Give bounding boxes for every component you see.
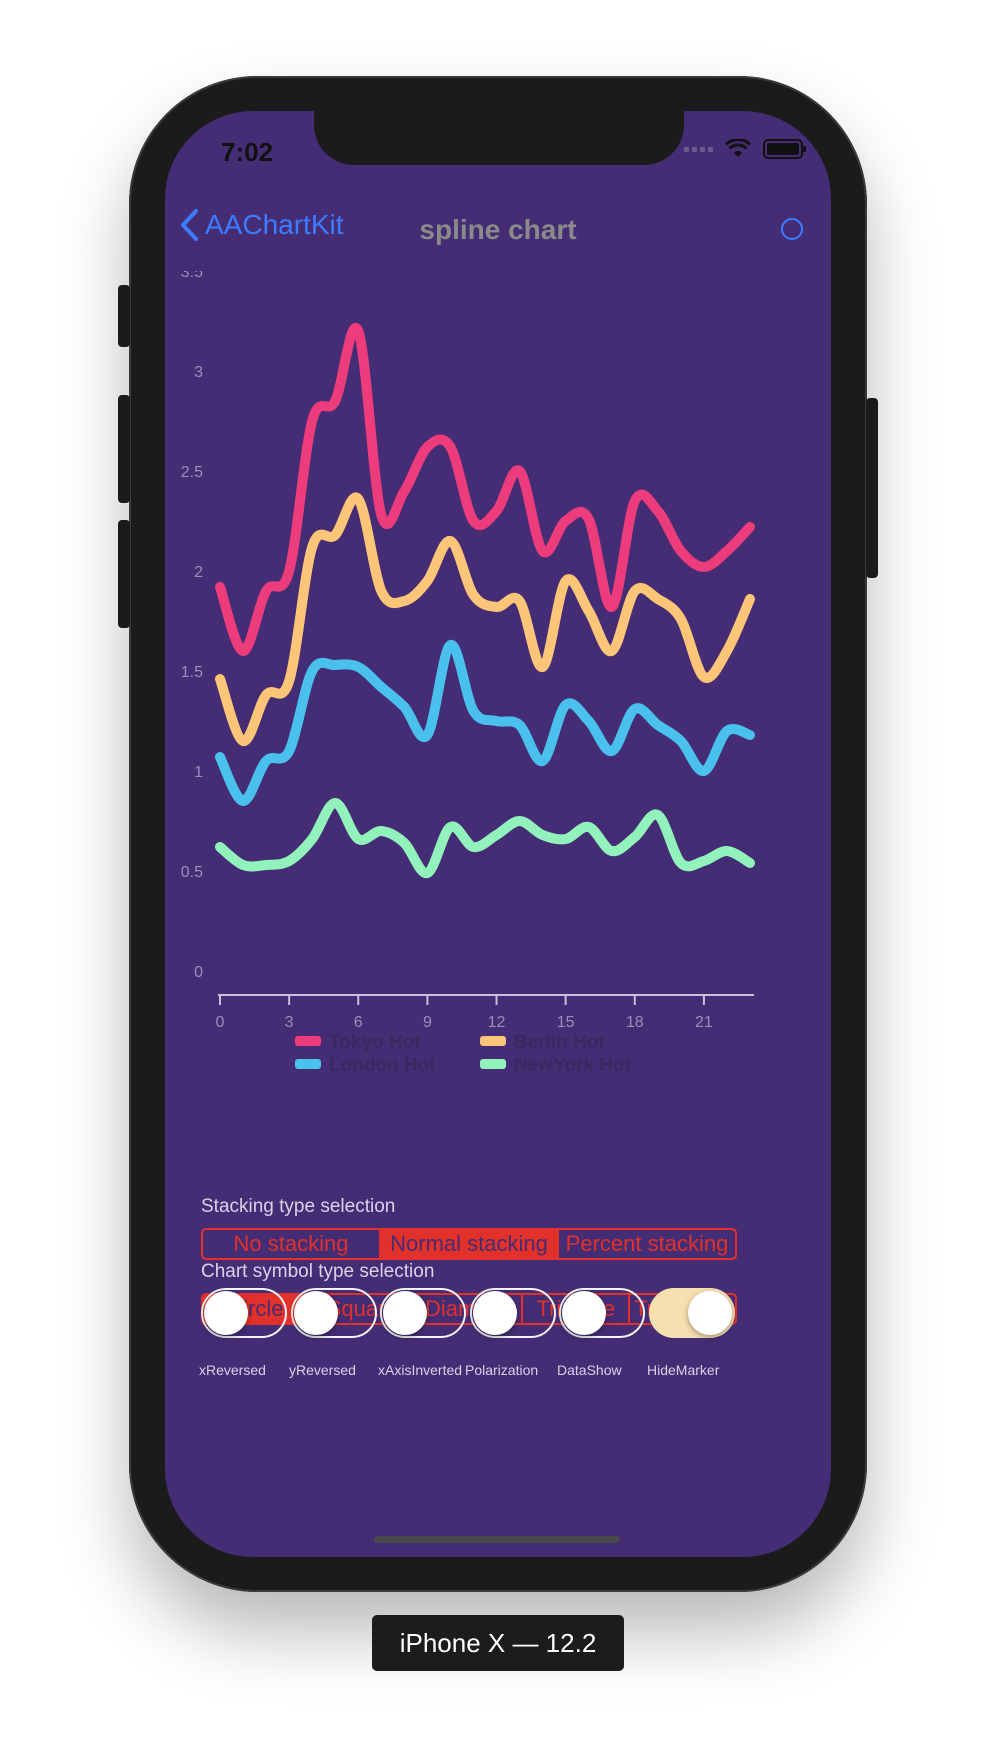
back-button-label: AAChartKit: [205, 209, 344, 240]
home-indicator: [374, 1536, 620, 1543]
x-axis-tick-label: 21: [695, 1014, 713, 1031]
wifi-icon: [725, 139, 751, 157]
x-axis-tick-label: 6: [354, 1014, 363, 1031]
app-screen: 7:02 AAChartKit spline chart 0 0.5 1 1.5 2 2.…: [165, 111, 831, 1557]
device-volume-up: [118, 395, 130, 503]
toggle-switch[interactable]: [380, 1288, 466, 1338]
device-power-button: [866, 398, 878, 578]
x-axis-tick-label: 18: [626, 1014, 644, 1031]
legend-swatch: [295, 1059, 321, 1069]
x-axis-tick-label: 9: [423, 1014, 432, 1031]
toggle-label: xReversed: [199, 1362, 266, 1378]
series-line: [215, 492, 755, 746]
legend-swatch: [295, 1036, 321, 1046]
stacking-type-segmented-control: No stacking Normal stacking Percent stacki…: [201, 1228, 737, 1260]
spline-chart: 0 0.5 1 1.5 2 2.5 3 3.5 0 3 6 9 12 15 18 21 Tokyo Hot Ber…: [181, 271, 755, 1076]
x-axis-tick-label: 0: [216, 1014, 225, 1031]
toggle-switch[interactable]: [201, 1288, 287, 1338]
toggle-label: yReversed: [289, 1362, 356, 1378]
legend-label: Berlin Hot: [514, 1032, 605, 1053]
toggle-knob: [562, 1291, 606, 1335]
x-axis-tick-label: 15: [557, 1014, 575, 1031]
y-axis-tick-label: 0.5: [181, 864, 203, 881]
device-volume-down: [118, 520, 130, 628]
back-button[interactable]: AAChartKit: [179, 208, 344, 242]
series-line: [215, 323, 755, 656]
legend-swatch: [480, 1059, 506, 1069]
cellular-signal-icon: [684, 146, 713, 152]
toggle-knob: [688, 1291, 732, 1335]
toggle-switch[interactable]: [470, 1288, 556, 1338]
stacking-type-label: Stacking type selection: [201, 1196, 396, 1217]
toggle-knob: [473, 1291, 517, 1335]
toggle-switch[interactable]: [291, 1288, 377, 1338]
circle-icon[interactable]: [781, 218, 803, 240]
device-notch: [314, 111, 684, 165]
y-axis-tick-label: 1: [194, 764, 203, 781]
y-axis-tick-label: 2: [194, 564, 203, 581]
y-axis-tick-label: 1.5: [181, 664, 203, 681]
device-mute-switch: [118, 285, 130, 347]
series-line: [215, 639, 755, 806]
switch-row: xReversed yReversed xAxisInverted Polarizat…: [199, 1288, 799, 1378]
stacking-segment[interactable]: Normal stacking: [381, 1230, 559, 1258]
series-line: [215, 798, 755, 878]
status-icons: [684, 139, 806, 159]
legend-label: Tokyo Hot: [329, 1032, 421, 1053]
y-axis-tick-label: 3: [194, 364, 203, 381]
toggle-label: Polarization: [465, 1362, 539, 1378]
legend-label: London Hot: [329, 1055, 436, 1076]
y-axis-tick-label: 2.5: [181, 464, 203, 481]
navigation-bar: AAChartKit spline chart: [165, 206, 831, 256]
device-label: iPhone X — 12.2: [372, 1615, 624, 1671]
status-time: 7:02: [221, 137, 274, 167]
battery-icon: [763, 139, 806, 159]
x-axis-tick-label: 3: [285, 1014, 294, 1031]
toggle-switch[interactable]: [559, 1288, 645, 1338]
legend-label: NewYork Hot: [514, 1055, 632, 1076]
toggle-label: HideMarker: [647, 1362, 720, 1378]
page-title: spline chart: [419, 214, 577, 245]
stacking-segment[interactable]: No stacking: [203, 1230, 381, 1258]
symbol-type-label: Chart symbol type selection: [201, 1261, 435, 1282]
stacking-segment[interactable]: Percent stacking: [565, 1231, 729, 1256]
toggle-knob: [204, 1291, 248, 1335]
toggle-knob: [383, 1291, 427, 1335]
chevron-left-icon: [181, 209, 198, 241]
toggle-label: DataShow: [557, 1362, 622, 1378]
toggle-knob: [294, 1291, 338, 1335]
toggle-switch[interactable]: [649, 1288, 735, 1338]
legend-swatch: [480, 1036, 506, 1046]
x-axis-tick-label: 12: [488, 1014, 506, 1031]
y-axis-tick-label: 3.5: [181, 271, 203, 281]
y-axis-tick-label: 0: [194, 964, 203, 981]
toggle-label: xAxisInverted: [378, 1362, 463, 1378]
